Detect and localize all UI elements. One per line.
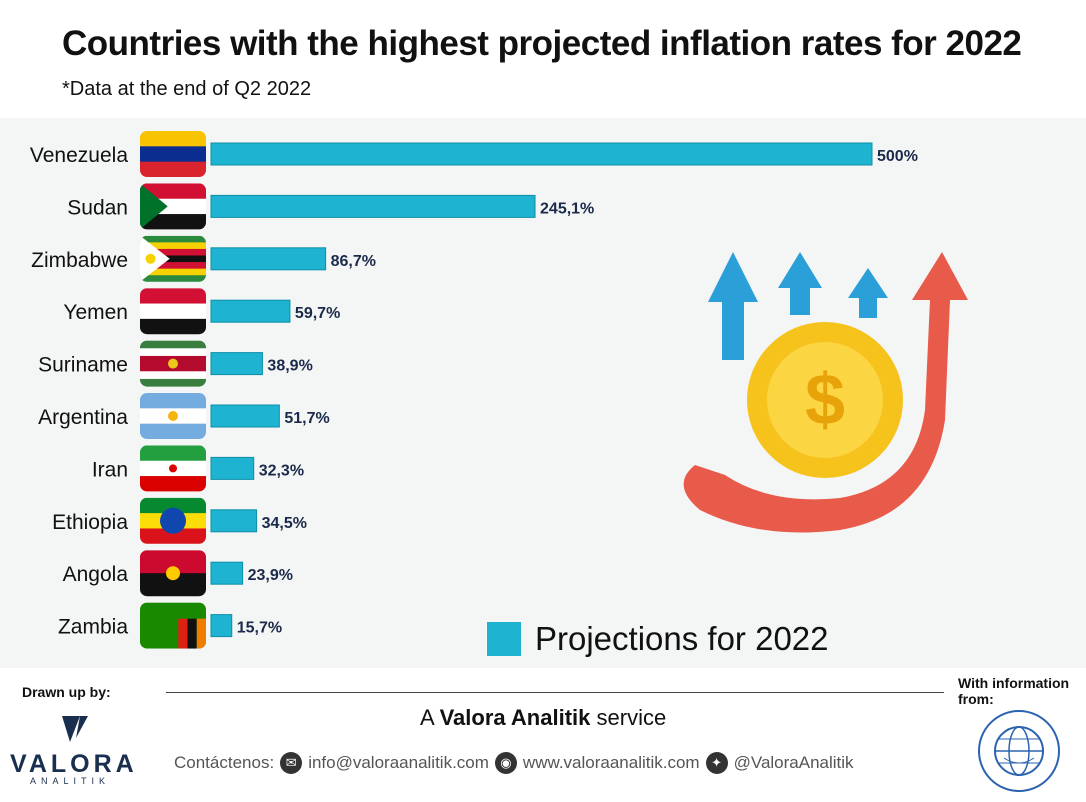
valora-logo-icon (62, 716, 88, 742)
value-label: 34,5% (262, 515, 307, 532)
venezuela-flag (140, 131, 206, 177)
contact-email[interactable]: info@valoraanalitik.com (308, 753, 489, 772)
zimbabwe-flag (140, 235, 206, 282)
category-label: Ethiopia (52, 511, 128, 534)
category-label: Iran (92, 458, 128, 481)
value-label: 51,7% (284, 410, 329, 427)
bar (210, 456, 255, 480)
bar (210, 194, 536, 218)
category-label: Angola (63, 563, 129, 586)
bar-chart: Venezuela 500% Sudan 245,1% Zimbabwe 86,7% Yem… (30, 131, 918, 649)
service-credit: A Valora Analitik service (420, 705, 666, 731)
bar (210, 614, 233, 638)
with-info-label: With information from: (958, 675, 1070, 707)
twitter-icon: ✦ (705, 752, 728, 774)
rising-arrow-icon (683, 252, 968, 533)
legend-swatch (487, 622, 521, 656)
chart-subtitle: *Data at the end of Q2 2022 (62, 78, 312, 100)
inflation-coin-illustration: $ (683, 252, 968, 533)
category-label: Argentina (38, 406, 128, 429)
value-label: 500% (877, 148, 918, 165)
argentina-flag (140, 393, 206, 439)
email-icon: ✉ (280, 752, 303, 774)
sudan-flag (140, 183, 206, 230)
iran-flag (140, 445, 206, 492)
bar (210, 142, 873, 166)
footer-divider (166, 692, 944, 693)
angola-flag (140, 550, 206, 597)
bar (210, 352, 263, 376)
contact-twitter[interactable]: @ValoraAnalitik (733, 753, 854, 772)
category-label: Yemen (63, 301, 128, 324)
category-label: Zambia (58, 616, 128, 639)
contact-bar: Contáctenos: ✉ info@valoraanalitik.com ◉… (174, 752, 854, 774)
zambia-flag (140, 602, 206, 649)
value-label: 59,7% (295, 305, 340, 322)
bar (210, 561, 244, 585)
value-label: 245,1% (540, 200, 594, 217)
category-label: Sudan (67, 196, 128, 219)
bar (210, 404, 280, 428)
category-label: Venezuela (30, 144, 128, 167)
imf-seal-icon (978, 710, 1060, 792)
yemen-flag (140, 288, 206, 335)
value-label: 38,9% (267, 358, 312, 375)
service-suffix: service (590, 705, 667, 730)
service-prefix: A (420, 705, 440, 730)
value-label: 23,9% (248, 567, 293, 584)
dollar-coin-icon: $ (747, 322, 903, 478)
value-label: 86,7% (331, 253, 376, 270)
chart-title: Countries with the highest projected inf… (62, 24, 1022, 63)
service-brand: Valora Analitik (439, 705, 591, 730)
globe-icon: ◉ (494, 752, 517, 774)
category-label: Zimbabwe (31, 249, 128, 272)
logo-name: VALORA (10, 750, 138, 778)
svg-text:$: $ (805, 360, 845, 440)
bar (210, 247, 327, 271)
value-label: 32,3% (259, 462, 304, 479)
contact-label: Contáctenos: (174, 753, 275, 772)
chart-legend: Projections for 2022 (487, 620, 829, 658)
bar (210, 509, 258, 533)
bar (210, 299, 291, 323)
legend-label: Projections for 2022 (535, 620, 829, 657)
logo-subtitle: ANALITIK (30, 776, 111, 786)
drawn-by-label: Drawn up by: (22, 684, 111, 700)
suriname-flag (140, 340, 206, 387)
category-label: Suriname (38, 354, 128, 377)
up-arrow-icon (708, 252, 888, 360)
contact-website[interactable]: www.valoraanalitik.com (522, 753, 700, 772)
ethiopia-flag (140, 497, 206, 544)
value-label: 15,7% (237, 620, 282, 637)
